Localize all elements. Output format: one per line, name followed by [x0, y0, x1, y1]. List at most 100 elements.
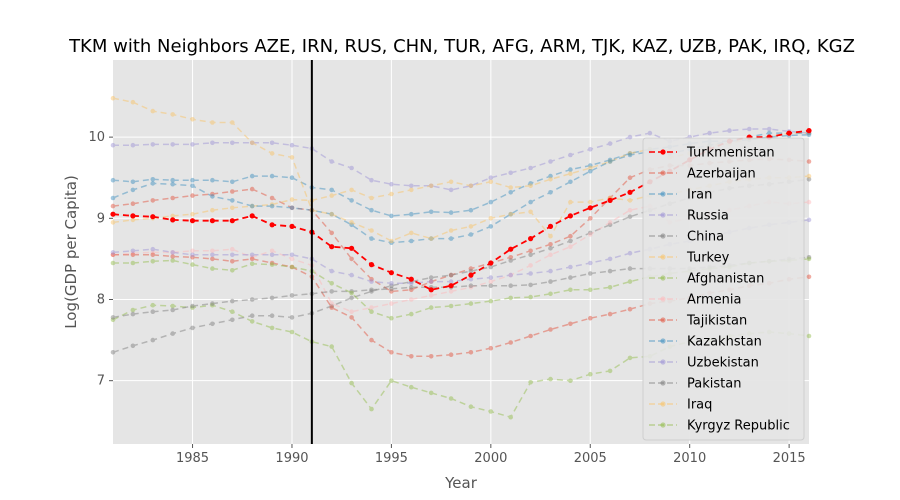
data-point	[190, 177, 195, 183]
data-point	[806, 274, 812, 280]
data-point	[289, 329, 295, 335]
data-point	[110, 252, 116, 258]
data-point	[627, 134, 633, 140]
x-tick-label: 2010	[673, 451, 706, 466]
data-point	[130, 307, 136, 313]
data-point	[289, 155, 295, 160]
data-point	[627, 214, 633, 219]
data-point	[369, 177, 374, 183]
data-point	[170, 331, 175, 336]
data-point	[289, 175, 295, 180]
legend-label: Armenia	[687, 293, 742, 308]
legend-label: Iraq	[687, 398, 712, 413]
data-point	[388, 270, 394, 276]
data-point	[369, 289, 374, 294]
data-point	[806, 333, 812, 339]
data-point	[488, 216, 494, 221]
legend-item: Pakistan	[649, 377, 741, 392]
data-point	[329, 303, 335, 309]
data-point	[269, 195, 275, 201]
legend-label: Turkey	[686, 251, 730, 266]
data-point	[329, 281, 335, 286]
data-point	[428, 236, 434, 241]
data-point	[110, 142, 116, 148]
data-point	[588, 287, 593, 293]
data-point	[110, 252, 116, 258]
series-russia	[110, 126, 812, 193]
data-point	[130, 250, 136, 256]
data-point	[230, 317, 235, 323]
data-point	[249, 140, 255, 146]
data-point	[130, 213, 136, 219]
data-point	[568, 171, 573, 176]
data-point	[647, 130, 653, 136]
data-point	[210, 266, 215, 271]
data-point	[130, 179, 136, 185]
data-point	[190, 248, 195, 254]
data-point	[289, 197, 295, 202]
data-point	[349, 309, 354, 315]
data-point	[508, 295, 513, 301]
data-point	[210, 302, 215, 308]
data-point	[627, 151, 633, 156]
data-point	[528, 236, 534, 242]
data-point	[448, 396, 454, 401]
legend-item: Kazakhstan	[649, 335, 762, 350]
y-tick-label: 8	[97, 292, 105, 307]
data-point	[389, 301, 394, 306]
data-point	[806, 177, 812, 182]
x-axis-ticks: 1985 1990 1995 2000 2005 2010 2015	[176, 444, 806, 466]
legend-swatch-marker	[660, 359, 666, 365]
legend-swatch-marker	[660, 338, 666, 344]
data-point	[528, 282, 533, 288]
data-point	[587, 205, 593, 211]
data-point	[110, 203, 116, 209]
data-point	[289, 264, 295, 270]
data-point	[349, 256, 354, 262]
data-point	[568, 287, 573, 293]
data-point	[488, 298, 494, 304]
data-point	[230, 268, 235, 273]
data-point	[150, 142, 156, 147]
data-point	[488, 279, 494, 284]
data-point	[368, 262, 375, 268]
data-point	[508, 258, 513, 263]
data-point	[588, 315, 593, 321]
data-point	[269, 202, 275, 207]
data-point	[289, 252, 295, 258]
data-point	[568, 244, 573, 249]
data-point	[428, 236, 434, 241]
legend-swatch-marker	[660, 212, 666, 218]
data-point	[389, 378, 394, 384]
data-point	[448, 303, 454, 309]
data-point	[568, 152, 573, 158]
data-point	[349, 272, 354, 278]
data-point	[170, 112, 175, 117]
legend-label: Iran	[687, 188, 712, 203]
data-point	[588, 163, 593, 168]
data-point	[389, 191, 394, 197]
data-point	[150, 250, 156, 255]
data-point	[110, 195, 116, 201]
legend-box	[642, 137, 805, 441]
data-point	[210, 321, 215, 327]
data-point	[488, 260, 494, 266]
data-point	[269, 262, 275, 267]
data-point	[170, 250, 175, 255]
data-point	[269, 325, 275, 331]
data-point	[110, 177, 116, 183]
data-point	[369, 305, 374, 310]
data-point	[249, 186, 255, 192]
data-point	[130, 248, 136, 254]
data-point	[230, 198, 235, 203]
data-point	[548, 159, 553, 164]
data-point	[110, 350, 116, 355]
data-point	[448, 210, 454, 215]
data-point	[448, 272, 454, 278]
data-point	[190, 142, 195, 147]
data-point	[488, 199, 494, 205]
data-point	[349, 222, 354, 228]
data-point	[349, 187, 354, 193]
data-point	[329, 211, 335, 217]
data-point	[110, 220, 116, 225]
